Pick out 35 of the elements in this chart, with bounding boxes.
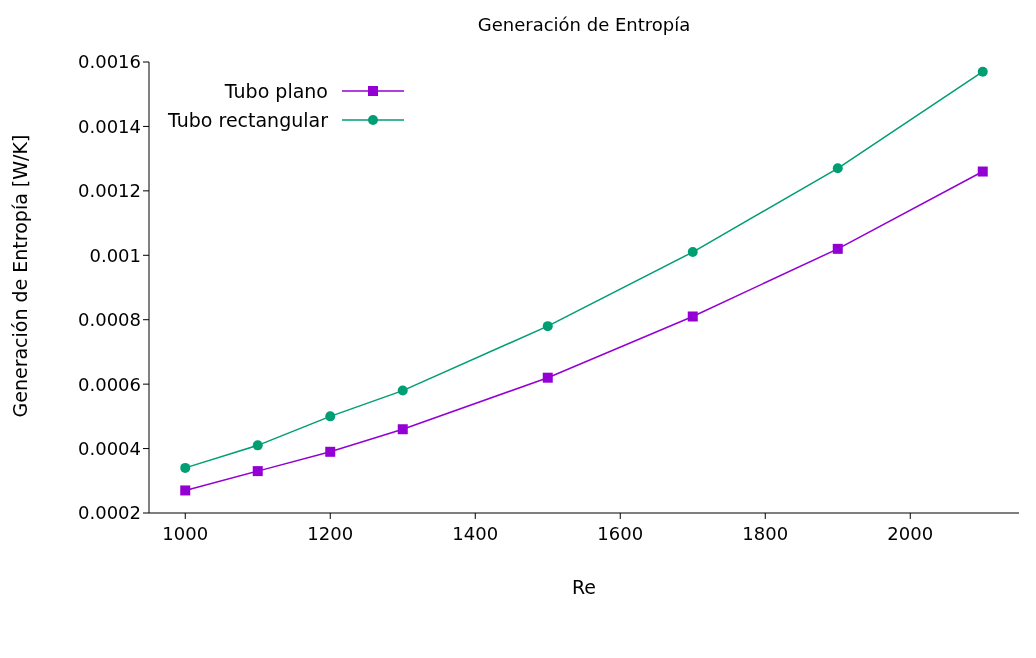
y-tick-label: 0.0004 — [78, 437, 141, 459]
y-tick-label: 0.0012 — [78, 180, 141, 202]
x-tick-label: 2000 — [887, 522, 934, 544]
x-tick-label: 1600 — [597, 522, 644, 544]
x-axis-title: Re — [571, 576, 597, 598]
point — [832, 163, 843, 174]
point — [180, 485, 191, 496]
point — [325, 411, 336, 422]
point — [542, 321, 553, 332]
point — [325, 446, 336, 457]
legend-label: Tubo plano — [224, 79, 328, 102]
legend-label: Tubo rectangular — [168, 108, 328, 131]
y-tick-label: 0.0002 — [78, 502, 141, 524]
y-tick-label: 0.0016 — [78, 51, 141, 73]
x-tick-label: 1200 — [307, 522, 354, 544]
point — [180, 462, 191, 473]
x-tick-label: 1800 — [742, 522, 789, 544]
point — [542, 372, 553, 383]
point — [832, 243, 843, 254]
point — [977, 166, 988, 177]
x-tick-label: 1400 — [452, 522, 499, 544]
chart-title: Generación de Entropía — [476, 14, 692, 35]
point — [252, 466, 263, 477]
point — [397, 385, 408, 396]
point — [687, 311, 698, 322]
y-tick-label: 0.0014 — [78, 115, 141, 137]
point — [397, 424, 408, 435]
y-tick-label: 0.001 — [89, 244, 141, 266]
point — [977, 66, 988, 77]
point — [252, 440, 263, 451]
y-tick-label: 0.0006 — [78, 373, 141, 395]
x-tick-label: 1000 — [162, 522, 209, 544]
y-tick-label: 0.0008 — [78, 309, 141, 331]
point — [687, 247, 698, 258]
y-axis-title: Generación de Entropía [W/K] — [8, 134, 31, 418]
